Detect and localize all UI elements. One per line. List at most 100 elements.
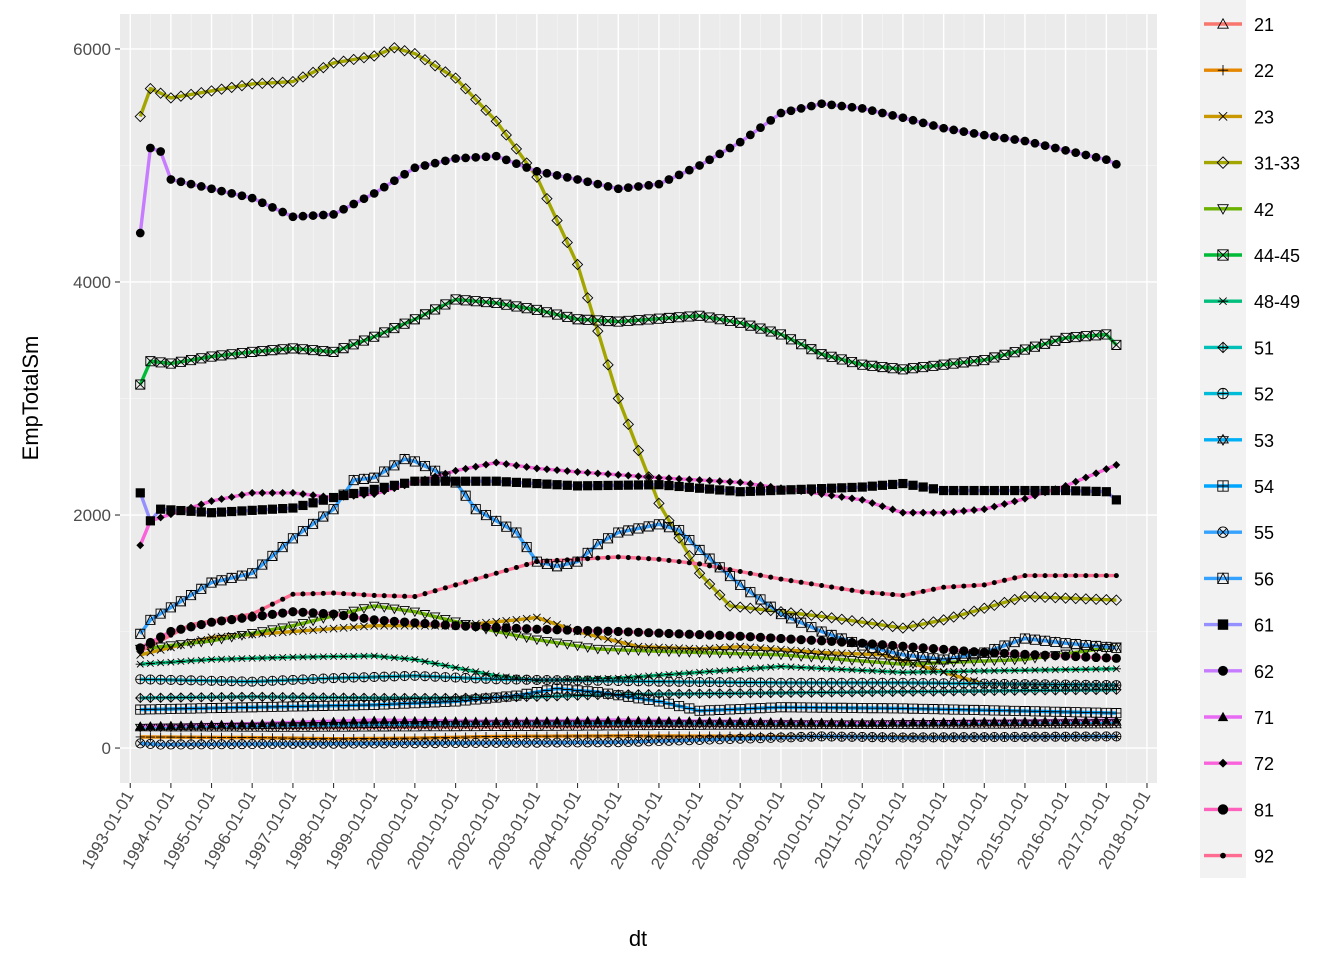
data-point: [491, 151, 501, 161]
data-point: [1040, 141, 1050, 150]
data-point: [633, 315, 644, 326]
data-point: [297, 701, 308, 712]
data-point: [694, 705, 705, 716]
data-point: [1010, 135, 1020, 144]
data-point: [380, 487, 389, 496]
data-point: [176, 640, 185, 649]
data-point: [308, 498, 318, 508]
data-point: [694, 630, 705, 640]
data-point: [1060, 679, 1071, 690]
data-point: [920, 588, 926, 594]
data-point: [430, 476, 440, 486]
data-point: [918, 118, 928, 128]
data-point: [400, 655, 410, 663]
data-point: [582, 686, 593, 697]
data-point: [846, 686, 858, 698]
data-point: [786, 106, 796, 116]
data-point: [266, 77, 279, 89]
data-point: [358, 473, 370, 484]
data-point: [848, 649, 857, 658]
data-point: [257, 718, 267, 727]
data-point: [1001, 577, 1007, 583]
data-point: [185, 675, 197, 686]
data-point: [165, 92, 177, 104]
data-point: [918, 732, 929, 743]
data-point: [1012, 575, 1018, 581]
data-point: [1040, 679, 1051, 690]
data-point: [257, 739, 268, 750]
data-point: [969, 732, 980, 743]
data-point: [1059, 592, 1072, 604]
data-point: [572, 556, 583, 567]
data-point: [470, 503, 482, 515]
data-point: [481, 152, 491, 162]
data-point: [837, 637, 847, 647]
data-point: [644, 628, 654, 638]
data-point: [1049, 592, 1062, 604]
data-point: [756, 123, 765, 133]
data-point: [653, 313, 664, 324]
data-point: [979, 705, 990, 716]
data-point: [1019, 731, 1030, 742]
data-point: [929, 121, 938, 130]
data-point: [572, 675, 583, 686]
data-point: [368, 721, 380, 732]
data-point: [755, 650, 766, 660]
y-axis-title: EmpTotalSm: [18, 336, 43, 461]
data-point: [542, 616, 551, 625]
data-point: [399, 738, 410, 749]
data-point: [949, 507, 958, 516]
data-point: [552, 480, 562, 490]
data-point: [247, 505, 257, 515]
data-point: [694, 648, 705, 659]
data-point: [185, 355, 197, 366]
data-point: [623, 715, 633, 724]
data-point: [215, 83, 228, 95]
data-point: [158, 638, 164, 644]
legend-item-81: 81: [1204, 800, 1274, 820]
data-point: [592, 720, 604, 731]
data-point: [319, 492, 328, 501]
data-point: [1101, 665, 1111, 673]
data-point: [969, 485, 979, 496]
data-point: [604, 635, 613, 644]
data-point: [256, 627, 268, 637]
data-point: [827, 100, 837, 110]
data-point: [226, 676, 237, 687]
data-point: [431, 472, 440, 481]
data-point: [715, 667, 725, 675]
data-point: [582, 675, 593, 686]
data-point: [603, 715, 613, 724]
data-point: [938, 658, 950, 669]
data-point: [176, 177, 186, 187]
data-point: [745, 320, 756, 331]
data-point: [542, 168, 552, 178]
data-point: [351, 591, 357, 597]
data-point: [186, 720, 196, 729]
data-point: [317, 510, 329, 522]
data-point: [745, 731, 755, 741]
data-point: [1039, 635, 1051, 646]
data-point: [614, 637, 623, 646]
data-point: [796, 104, 806, 113]
data-point: [1217, 480, 1229, 492]
data-point: [175, 675, 186, 686]
data-point: [216, 732, 227, 742]
data-point: [877, 703, 888, 714]
data-point: [633, 736, 644, 747]
data-point: [450, 696, 461, 707]
data-point: [369, 652, 379, 660]
data-point: [684, 716, 694, 725]
data-point: [918, 703, 929, 714]
data-point: [817, 648, 826, 657]
series-markers-55: [135, 731, 1122, 750]
data-point: [999, 648, 1010, 658]
data-point: [135, 643, 145, 653]
data-point: [239, 613, 245, 619]
data-point: [206, 508, 217, 518]
data-point: [989, 716, 999, 725]
data-point: [623, 676, 634, 687]
data-point: [846, 357, 858, 368]
data-point: [410, 478, 419, 487]
data-point: [989, 485, 999, 496]
